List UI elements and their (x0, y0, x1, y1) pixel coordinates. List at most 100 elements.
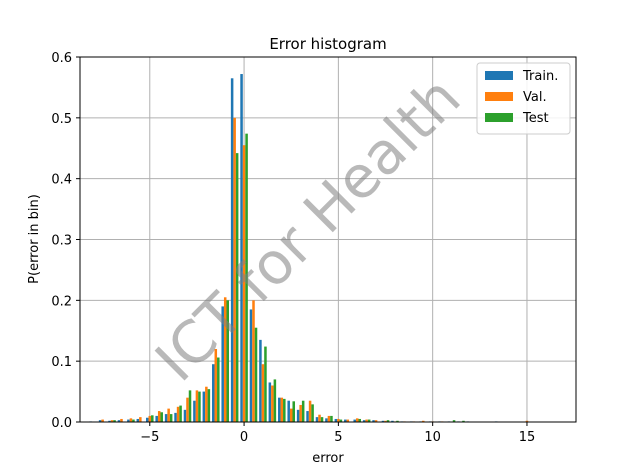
bar-test (311, 404, 314, 422)
bar-val (525, 420, 529, 422)
x-tick-label: 0 (240, 430, 248, 445)
bar-test (330, 415, 333, 422)
bar-test (113, 420, 116, 422)
bar-train (146, 417, 149, 422)
bar-val (148, 415, 152, 422)
legend-label: Val. (523, 90, 547, 105)
bar-test (179, 405, 182, 422)
bar-test (292, 401, 295, 422)
bar-test (235, 153, 239, 422)
bar-val (176, 406, 180, 422)
bar-test (160, 412, 163, 422)
bar-train (362, 420, 366, 422)
ticks: −5 0 5 10 15 0.0 0.1 0.2 0.3 0.4 0.5 0.6 (51, 51, 535, 445)
bar-train (296, 409, 300, 422)
y-tick-label: 0.5 (51, 112, 72, 127)
bar-test (188, 390, 192, 422)
bars (89, 74, 529, 423)
y-tick-label: 0.6 (51, 51, 72, 66)
x-tick-label: −5 (140, 430, 159, 445)
bar-val (421, 420, 425, 422)
bar-train (183, 409, 187, 422)
bar-test (462, 420, 465, 422)
y-tick-label: 0.1 (51, 355, 72, 370)
bar-test (217, 357, 220, 422)
legend: Train. Val. Test (476, 62, 571, 135)
y-tick-label: 0.2 (51, 294, 72, 309)
y-tick-label: 0.4 (51, 173, 72, 188)
bar-val (157, 411, 161, 422)
bar-val (355, 418, 359, 422)
bar-train (212, 364, 215, 422)
bar-test (132, 419, 135, 422)
bar-test (367, 419, 371, 422)
bar-val (299, 404, 302, 422)
bar-test (151, 415, 154, 422)
bar-val (346, 419, 350, 422)
bar-val (374, 420, 378, 422)
x-tick-label: 15 (519, 430, 536, 445)
bar-val (242, 145, 246, 423)
bar-train (334, 418, 338, 422)
legend-swatch (485, 92, 513, 101)
bar-train (221, 306, 224, 422)
bar-train (127, 419, 130, 422)
bar-val (271, 385, 274, 422)
bar-val (129, 418, 133, 422)
bar-train (306, 411, 309, 422)
bar-train (117, 420, 121, 422)
legend-swatch (485, 71, 513, 80)
legend-label: Test (522, 111, 549, 126)
bar-val (233, 117, 236, 422)
bar-val (101, 419, 104, 422)
bar-test (226, 300, 229, 422)
bar-test (254, 327, 258, 422)
bar-train (325, 418, 328, 422)
bar-val (195, 390, 199, 422)
bar-val (139, 417, 142, 422)
bar-train (381, 420, 385, 422)
bar-val (252, 300, 255, 422)
bar-val (120, 418, 123, 422)
y-tick-label: 0.0 (51, 416, 72, 431)
bar-test (169, 414, 173, 422)
bar-train (249, 309, 253, 422)
bar-train (108, 420, 111, 422)
bar-val (167, 408, 170, 422)
bar-test (452, 420, 456, 422)
bar-test (386, 420, 390, 422)
bar-train (287, 400, 290, 422)
bar-train (278, 397, 281, 422)
bar-val (223, 297, 227, 422)
bar-train (202, 391, 206, 422)
bar-val (280, 397, 284, 422)
bar-train (230, 78, 234, 423)
bar-val (110, 420, 114, 422)
bar-test (358, 418, 362, 422)
legend-swatch (485, 113, 513, 122)
bar-train (268, 382, 272, 422)
bar-val (261, 364, 265, 422)
bar-val (384, 420, 387, 422)
x-tick-label: 10 (424, 430, 441, 445)
bar-train (353, 419, 356, 422)
bar-test (396, 420, 399, 422)
bar-train (315, 417, 319, 422)
bar-val (205, 386, 208, 422)
bar-val (365, 419, 368, 422)
bar-test (273, 379, 277, 422)
bar-test (283, 398, 286, 422)
y-tick-label: 0.3 (51, 234, 72, 249)
bar-test (245, 133, 248, 422)
bar-train (155, 415, 158, 422)
bar-test (320, 417, 324, 422)
bar-train (136, 418, 140, 422)
bar-val (308, 400, 312, 422)
bar-train (372, 420, 375, 422)
bar-train (193, 400, 196, 422)
bar-val (337, 418, 340, 422)
bar-train (98, 420, 102, 422)
bar-val (214, 349, 218, 422)
bar-val (186, 397, 189, 422)
